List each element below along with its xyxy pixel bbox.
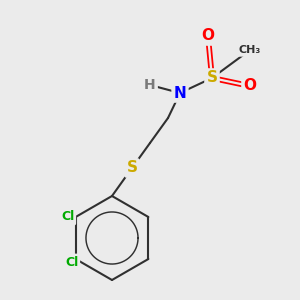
Text: Cl: Cl <box>61 211 74 224</box>
Text: S: S <box>127 160 137 175</box>
Text: O: O <box>244 79 256 94</box>
Text: CH₃: CH₃ <box>239 45 261 55</box>
Text: H: H <box>144 78 156 92</box>
Text: S: S <box>206 70 218 86</box>
Text: N: N <box>174 85 186 100</box>
Text: Cl: Cl <box>65 256 78 268</box>
Text: O: O <box>202 28 214 44</box>
